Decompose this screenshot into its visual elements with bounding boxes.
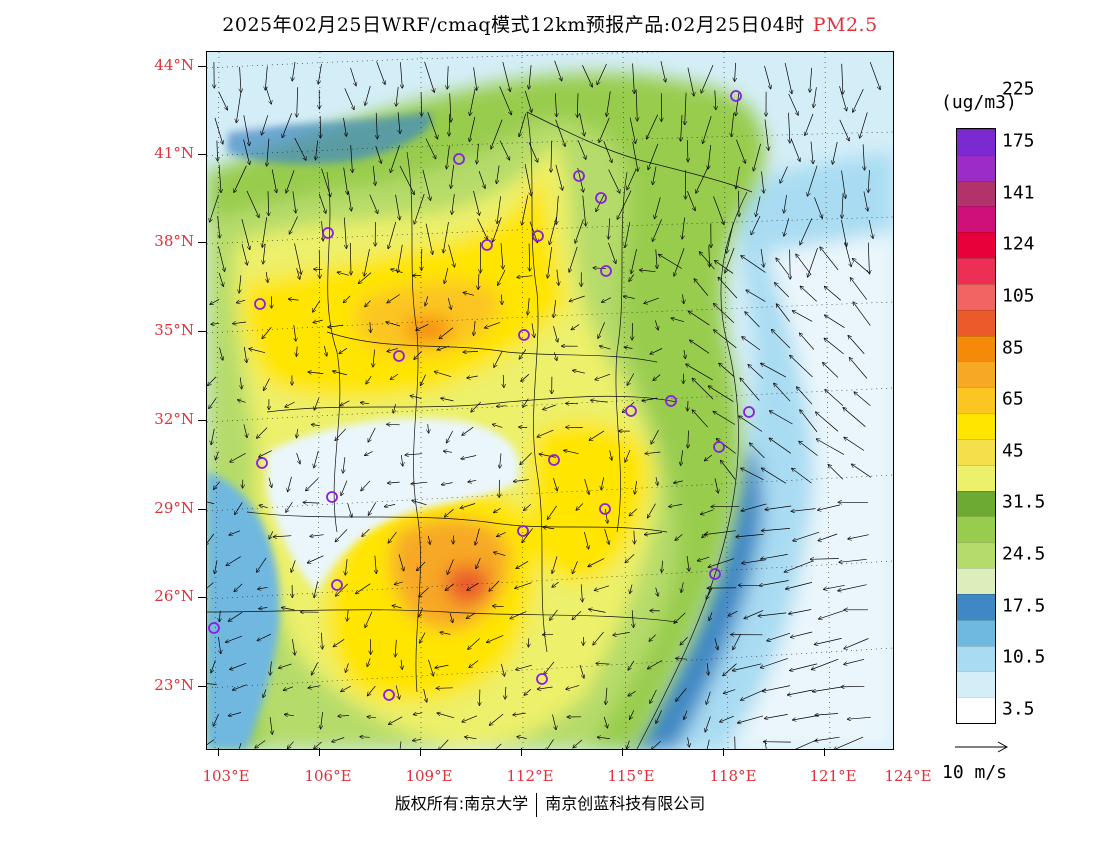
wind-scale-label: 10 m/s [942, 762, 1008, 783]
legend-label: 10.5 [1002, 646, 1046, 668]
legend-swatch [957, 697, 995, 723]
map-canvas [207, 52, 893, 749]
city-markers [208, 90, 755, 701]
legend-label: 175 [1002, 130, 1035, 152]
legend-swatch [957, 593, 995, 620]
city-marker[interactable] [665, 395, 677, 407]
legend-swatch [957, 206, 995, 233]
wind-scale-arrow-icon [955, 741, 1009, 753]
lat-label: 35°N [154, 321, 194, 339]
company-name: 南京创蓝科技有限公司 [545, 794, 706, 813]
lat-label: 26°N [154, 587, 194, 605]
city-marker[interactable] [322, 227, 334, 239]
legend-swatch [957, 516, 995, 543]
legend-swatch [957, 490, 995, 517]
city-marker[interactable] [256, 457, 268, 469]
legend-label: 225 [1002, 78, 1035, 100]
copyright: 版权所有:南京大学 南京创蓝科技有限公司 [0, 790, 1100, 817]
lon-label: 109°E [405, 767, 453, 785]
title-text: 2025年02月25日WRF/cmaq模式12km预报产品:02月25日04时 [222, 14, 805, 36]
city-marker[interactable] [326, 491, 338, 503]
legend-label: 65 [1002, 388, 1024, 410]
lon-label: 106°E [304, 767, 352, 785]
city-marker[interactable] [536, 673, 548, 685]
legend-label: 24.5 [1002, 543, 1046, 565]
legend-label: 17.5 [1002, 595, 1046, 617]
lat-label: 41°N [154, 144, 194, 162]
legend-swatch [957, 387, 995, 414]
lat-label: 44°N [154, 56, 194, 74]
lon-label: 115°E [607, 767, 655, 785]
variable-name: PM2.5 [812, 14, 878, 36]
legend-swatch [957, 645, 995, 672]
legend-swatch [957, 438, 995, 465]
legend-swatch [957, 283, 995, 310]
legend-label: 85 [1002, 337, 1024, 359]
land-field [207, 73, 766, 749]
map-title: 2025年02月25日WRF/cmaq模式12km预报产品:02月25日04时 P… [0, 10, 1100, 37]
lon-label: 103°E [202, 767, 250, 785]
legend-label: 124 [1002, 233, 1035, 255]
city-marker[interactable] [713, 441, 725, 453]
city-marker[interactable] [595, 192, 607, 204]
city-marker[interactable] [600, 265, 612, 277]
lat-label: 32°N [154, 410, 194, 428]
legend-swatch [957, 413, 995, 439]
lon-label: 118°E [709, 767, 757, 785]
legend-swatch [957, 309, 995, 336]
city-marker[interactable] [331, 579, 343, 591]
lon-label: 112°E [506, 767, 554, 785]
legend-swatch [957, 128, 995, 155]
wind-vectors [207, 60, 880, 749]
city-marker[interactable] [743, 406, 755, 418]
legend-label: 45 [1002, 440, 1024, 462]
legend-swatch [957, 361, 995, 388]
city-marker[interactable] [730, 90, 742, 102]
copyright-text: 版权所有:南京大学 [394, 794, 529, 813]
legend-label: 105 [1002, 285, 1035, 307]
lat-label: 38°N [154, 232, 194, 250]
pollution-map[interactable] [206, 51, 894, 750]
legend-swatch [957, 671, 995, 698]
legend-swatch [957, 154, 995, 181]
city-marker[interactable] [518, 329, 530, 341]
lat-label: 23°N [154, 676, 194, 694]
legend-label: 3.5 [1002, 698, 1035, 720]
legend-label: 141 [1002, 182, 1035, 204]
legend-swatch [957, 568, 995, 594]
legend-label: 31.5 [1002, 491, 1046, 513]
legend-unit: (ug/m3) [941, 92, 1017, 113]
legend-swatch [957, 258, 995, 284]
city-marker[interactable] [383, 689, 395, 701]
city-marker[interactable] [393, 350, 405, 362]
legend-swatch [957, 232, 995, 259]
city-marker[interactable] [517, 525, 529, 537]
legend-swatch [957, 335, 995, 362]
lon-label: 124°E [884, 767, 932, 785]
color-legend [956, 128, 996, 724]
city-marker[interactable] [481, 239, 493, 251]
legend-swatch [957, 180, 995, 207]
province-borders [207, 111, 753, 749]
city-marker[interactable] [599, 503, 611, 515]
legend-swatch [957, 542, 995, 569]
lat-label: 29°N [154, 499, 194, 517]
city-marker[interactable] [548, 454, 560, 466]
city-marker[interactable] [532, 230, 544, 242]
city-marker[interactable] [453, 153, 465, 165]
legend-swatch [957, 619, 995, 646]
lon-label: 121°E [809, 767, 857, 785]
legend-swatch [957, 464, 995, 491]
city-marker[interactable] [573, 170, 585, 182]
city-marker[interactable] [709, 568, 721, 580]
city-marker[interactable] [254, 298, 266, 310]
city-marker[interactable] [625, 405, 637, 417]
city-marker[interactable] [208, 622, 220, 634]
